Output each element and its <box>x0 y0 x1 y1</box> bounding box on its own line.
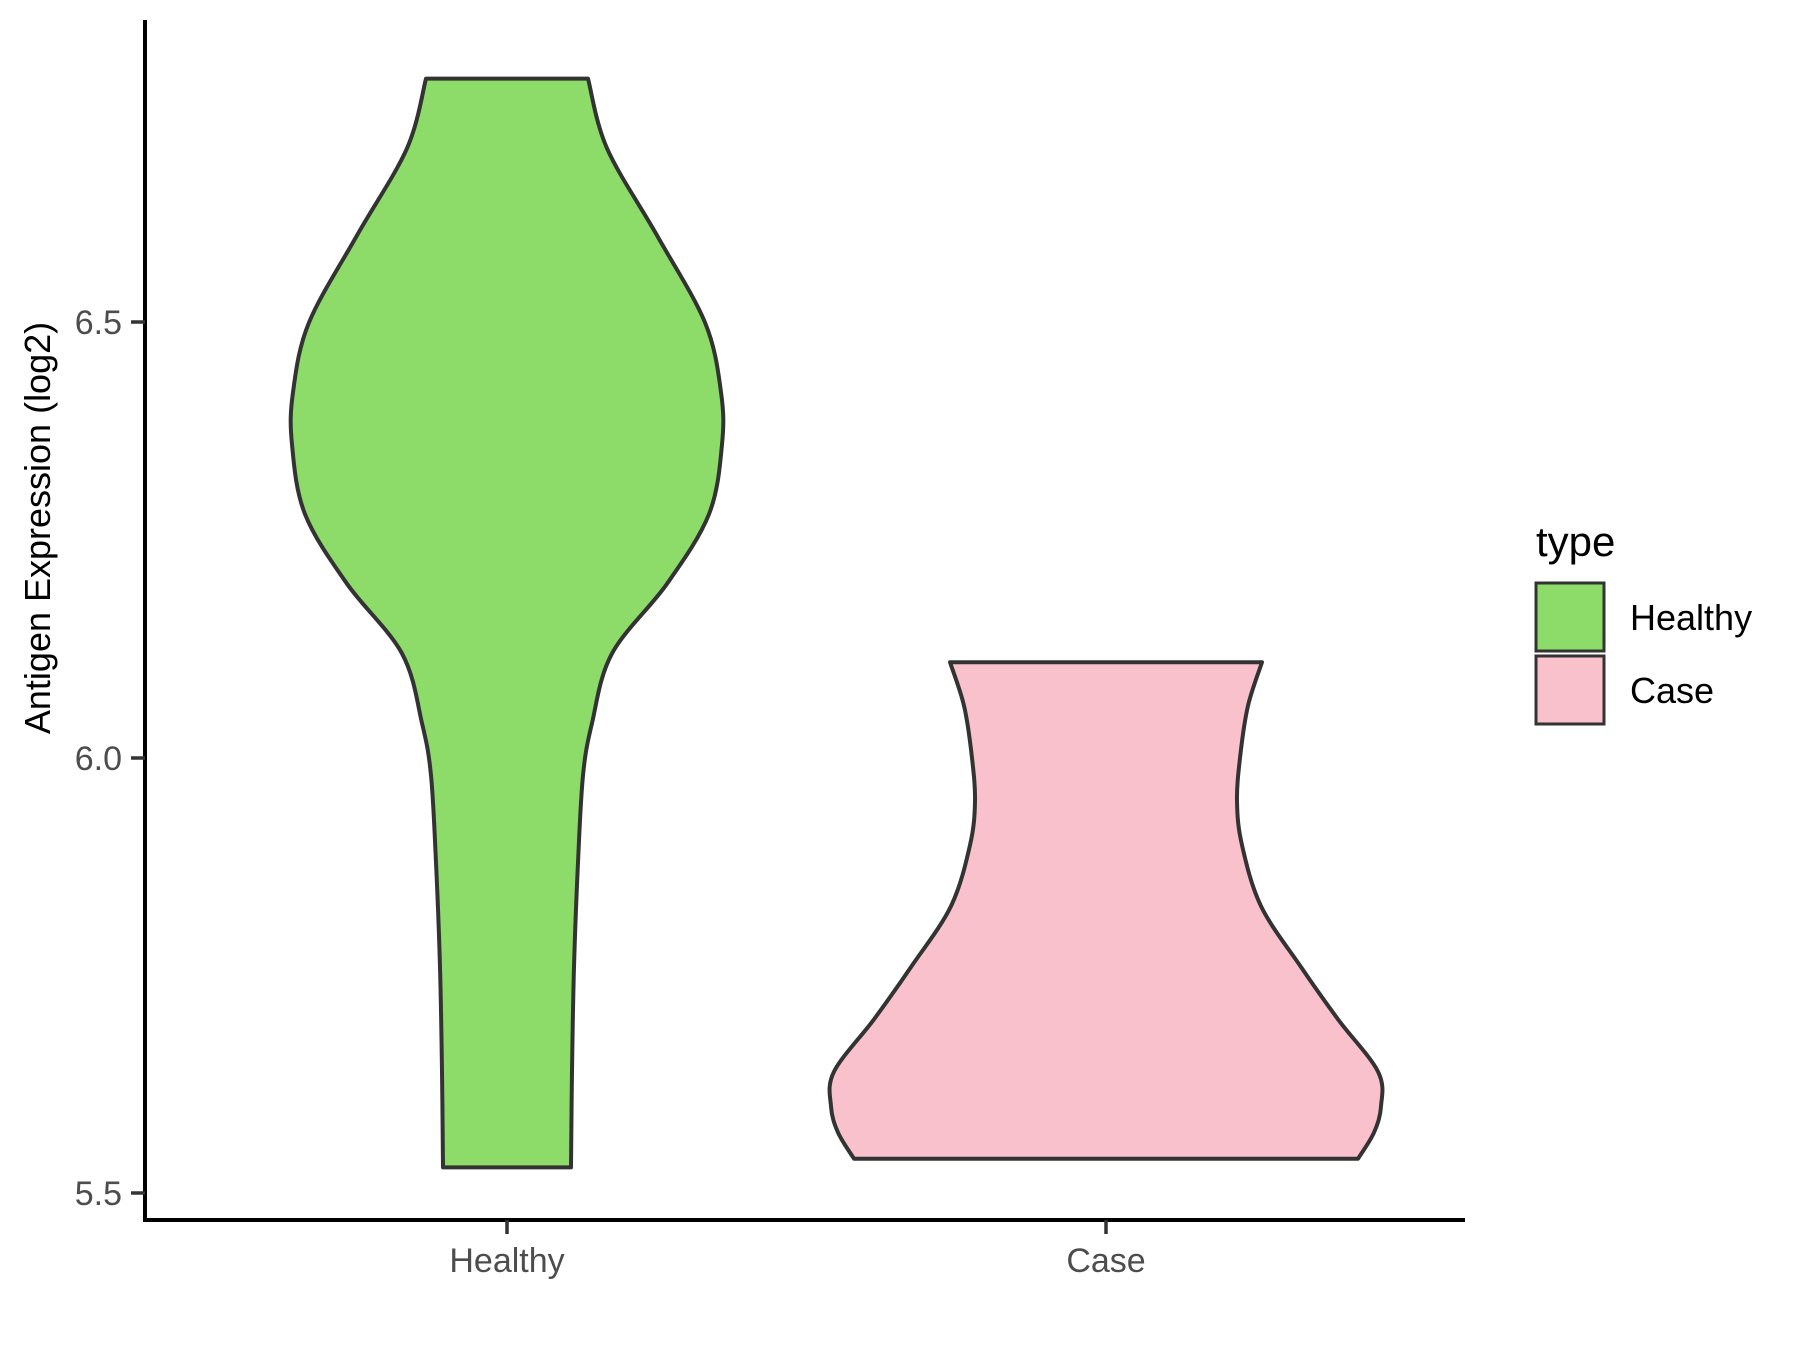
legend-key-case <box>1534 654 1606 726</box>
y-tick-label: 6.0 <box>75 740 122 778</box>
y-tick-label: 5.5 <box>75 1175 122 1213</box>
x-tick-case: Case <box>1066 1220 1146 1280</box>
legend-key-healthy <box>1534 581 1606 653</box>
legend-entry-healthy: Healthy <box>1534 581 1752 653</box>
x-tick-healthy: Healthy <box>449 1220 565 1280</box>
y-tick-6-0: 6.0 <box>75 740 145 778</box>
legend-title: type <box>1536 518 1615 565</box>
legend-entry-case: Case <box>1534 654 1714 726</box>
x-axis: Healthy Case <box>143 1218 1465 1280</box>
violins <box>288 76 1385 1170</box>
legend-label-case: Case <box>1630 670 1714 711</box>
y-tick-label: 6.5 <box>75 304 122 342</box>
y-tick-6-5: 6.5 <box>75 304 145 342</box>
violin-case <box>827 660 1385 1161</box>
y-tick-5-5: 5.5 <box>75 1175 145 1213</box>
y-axis-title: Antigen Expression (log2) <box>17 322 58 734</box>
legend: type Healthy Case <box>1534 518 1752 726</box>
x-tick-label-case: Case <box>1066 1242 1145 1280</box>
violin-healthy <box>288 76 726 1170</box>
legend-label-healthy: Healthy <box>1630 597 1752 638</box>
x-tick-label-healthy: Healthy <box>449 1242 564 1280</box>
y-axis: 6.5 6.0 5.5 Antigen Expression (log2) <box>17 20 147 1222</box>
